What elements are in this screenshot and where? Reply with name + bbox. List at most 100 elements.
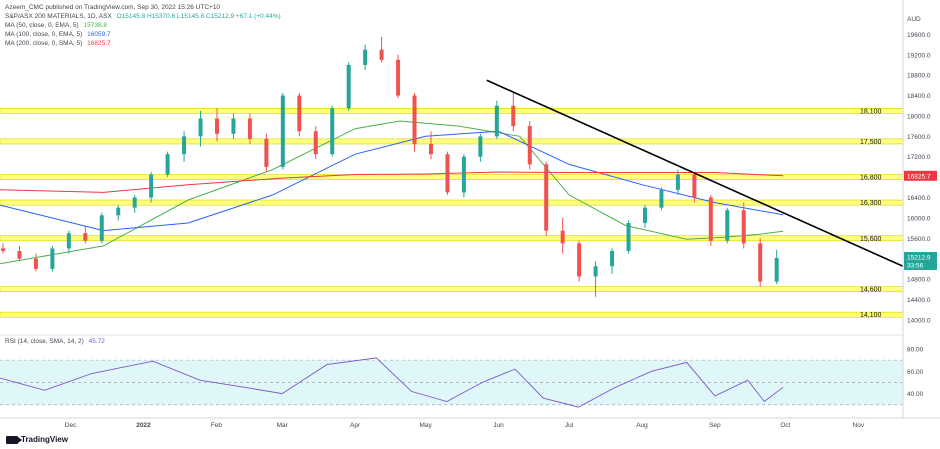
price-axis: AUD 19600.0 19200.0 18800.0 18400.0 18000.0 17…: [902, 0, 940, 449]
time-tick-label: Dec: [65, 422, 77, 429]
candle-body: [544, 164, 549, 231]
rsi-pane: [0, 334, 903, 408]
price-tick-label: 18400.0: [907, 93, 931, 100]
ma200-label: MA (200, close, 0, SMA, 5): [5, 40, 83, 47]
candle-body: [99, 215, 104, 241]
time-tick-label: Aug: [636, 422, 648, 429]
candle-body: [330, 108, 335, 155]
ma100-label: MA (100, close, 0, EMA, 5): [5, 31, 83, 38]
candle-body: [280, 95, 285, 167]
candle-body: [17, 251, 22, 259]
horizontal-zones: [0, 107, 904, 318]
candle-body: [132, 197, 137, 208]
candle-body: [593, 266, 598, 277]
price-tick-label: 19200.0: [907, 52, 931, 59]
ma200-value: 16825.7: [87, 40, 111, 47]
rsi-tick-label: 80.00: [907, 346, 924, 353]
candle-body: [379, 49, 384, 60]
price-axis-background: [903, 0, 940, 449]
zone-band: [0, 138, 904, 145]
ma-line: [0, 120, 784, 265]
trendline: [486, 79, 904, 268]
price-tick-label: 17200.0: [907, 154, 931, 161]
time-tick-label: May: [419, 422, 432, 429]
rsi-tick-label: 40.00: [907, 391, 924, 398]
symbol-legend[interactable]: S&P/ASX 200 MATERIALS, 1D, ASX O15145.8 …: [5, 12, 284, 21]
price-tick-label: 14000.0: [907, 317, 931, 324]
tradingview-logo-icon: [6, 435, 22, 444]
time-tick-label: Jun: [493, 422, 504, 429]
price-tick-label: 16000.0: [907, 215, 931, 222]
ma200-price-tag-label: 16825.7: [907, 173, 931, 180]
candle-body: [461, 156, 466, 193]
time-tick-label: Nov: [853, 422, 865, 429]
time-tick-label: Feb: [211, 422, 223, 429]
candle-body: [560, 230, 565, 244]
symbol-name: S&P/ASX 200 MATERIALS, 1D, ASX: [5, 13, 112, 20]
candle-body: [165, 154, 170, 175]
time-tick-label: Apr: [350, 422, 361, 429]
rsi-line: [0, 357, 784, 408]
rsi-legend[interactable]: RSI (14, close, SMA, 14, 2) 45.72: [5, 337, 108, 346]
zone-band: [0, 107, 904, 114]
candle-body: [725, 210, 730, 241]
candle-body: [313, 131, 318, 155]
candle-body: [83, 233, 88, 241]
last-price-tag: [904, 251, 937, 270]
candle-body: [297, 95, 302, 132]
ma50-label: MA (50, close, 0, EMA, 5): [5, 22, 79, 29]
ma100-legend[interactable]: MA (100, close, 0, EMA, 5) 16059.7: [5, 30, 114, 39]
price-tick-label: 16400.0: [907, 195, 931, 202]
candle-body: [198, 118, 203, 137]
zone-band: [0, 311, 904, 318]
candle-body: [774, 257, 779, 282]
time-tick-label: Jul: [565, 422, 574, 429]
candle-body: [428, 143, 433, 155]
time-axis: Dec 2022 Feb Mar Apr May Jun Jul Aug Sep Oct Nov: [0, 417, 940, 429]
zone-band: [0, 235, 904, 242]
candle-body: [116, 207, 121, 216]
candle-body: [50, 248, 55, 269]
price-tick-label: 19600.0: [907, 32, 931, 39]
price-tick-label: 18000.0: [907, 113, 931, 120]
ma200-price-tag: [904, 170, 937, 181]
candle-body: [264, 138, 269, 167]
candle-body: [708, 197, 713, 241]
ma200-legend[interactable]: MA (200, close, 0, SMA, 5) 16825.7: [5, 39, 114, 48]
currency-label: AUD: [907, 16, 921, 23]
candle-body: [412, 95, 417, 144]
candle-body: [659, 189, 664, 208]
rsi-value: 45.72: [88, 338, 105, 345]
candle-body: [214, 118, 219, 134]
candle-body: [511, 105, 516, 127]
candle-body: [66, 233, 71, 249]
candle-body: [396, 59, 401, 96]
candle-body: [626, 222, 631, 251]
candle-body: [527, 126, 532, 165]
last-price-label: 15212.9: [907, 254, 931, 261]
candle-body: [182, 136, 187, 155]
price-tick-label: 15600.0: [907, 236, 931, 243]
candle-body: [692, 174, 697, 198]
rsi-label: RSI (14, close, SMA, 14, 2): [5, 338, 84, 345]
candle-body: [758, 243, 763, 282]
zone-labels: 18,100 17,500 16,800 16,300 15,600 14,600 14,1…: [860, 108, 882, 319]
time-tick-label: Sep: [709, 422, 721, 429]
zone-label: 14,600: [860, 287, 882, 294]
ma-line: [0, 171, 784, 193]
price-tick-label: 14400.0: [907, 297, 931, 304]
price-tick-label: 18800.0: [907, 73, 931, 80]
candle-body: [346, 64, 351, 109]
tradingview-logo[interactable]: TradingView: [6, 435, 68, 444]
candle-body: [33, 258, 38, 269]
price-tick-label: 17600.0: [907, 134, 931, 141]
candle-body: [1, 248, 5, 251]
ma50-legend[interactable]: MA (50, close, 0, EMA, 5) 15738.8: [5, 21, 110, 30]
candle-body: [363, 49, 368, 65]
price-tick-label: 14800.0: [907, 277, 931, 284]
zone-label: 16,800: [860, 175, 882, 182]
candle-body: [577, 243, 582, 277]
publisher-line: Azeem_CMC published on TradingView.com, …: [5, 4, 221, 11]
ma50-value: 15738.8: [83, 22, 108, 29]
